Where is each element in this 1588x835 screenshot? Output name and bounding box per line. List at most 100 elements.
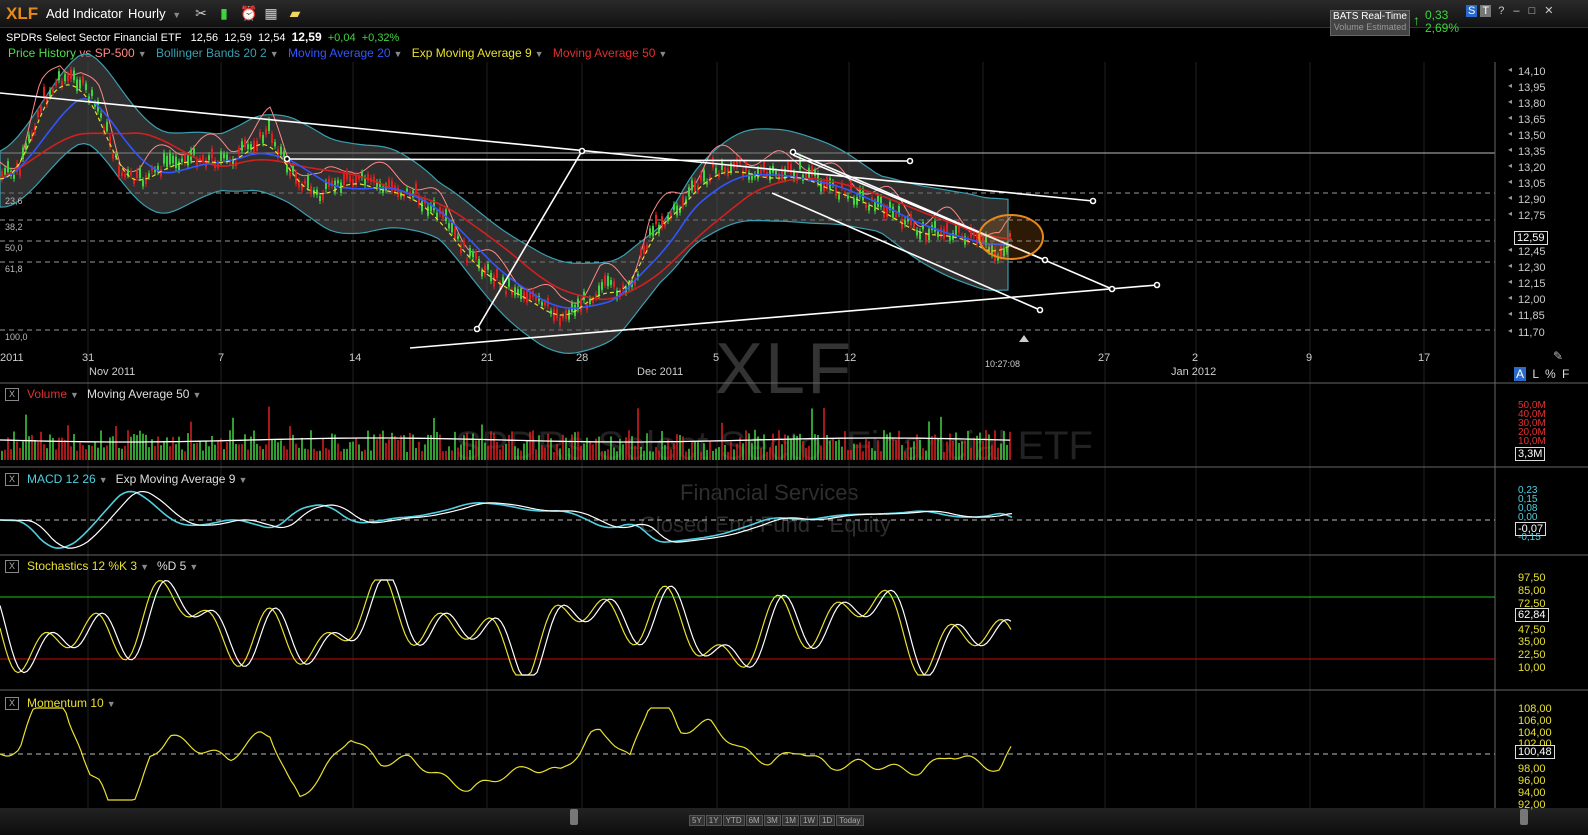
scroll-handle-right[interactable]	[1520, 809, 1528, 825]
chevron-down-icon[interactable]: ▼	[192, 390, 202, 400]
price-candle	[331, 180, 333, 187]
price-candle	[157, 165, 159, 173]
symbol-label[interactable]: XLF	[6, 4, 39, 23]
close-panel-icon[interactable]: X	[5, 388, 19, 402]
price-candle	[889, 201, 891, 211]
scroll-handle-left[interactable]	[570, 809, 578, 825]
date-tick: 12	[844, 352, 857, 364]
range-button-3m[interactable]: 3M	[763, 815, 781, 826]
add-indicator-button[interactable]: Add Indicator	[46, 6, 123, 21]
price-candle	[58, 71, 60, 81]
price-candle	[1006, 244, 1008, 252]
legend-ema9[interactable]: Exp Moving Average 9 ▼	[412, 46, 544, 60]
price-candle	[499, 283, 501, 290]
alarm-clock-icon[interactable]: ⏰	[240, 5, 258, 21]
range-button-1w[interactable]: 1W	[799, 815, 818, 826]
range-button-1y[interactable]: 1Y	[705, 815, 722, 826]
scale-auto-button[interactable]: A	[1514, 367, 1527, 381]
close-panel-icon[interactable]: X	[5, 697, 19, 711]
price-candle	[262, 135, 264, 144]
close-button[interactable]: ✕	[1544, 5, 1554, 17]
range-button-today[interactable]: Today	[836, 815, 864, 826]
realtime-title: BATS Real-Time	[1333, 11, 1407, 22]
price-candle	[544, 301, 546, 306]
volume-ma-label: Moving Average 50	[86, 387, 190, 401]
price-candle	[604, 275, 606, 286]
bar-chart-icon[interactable]: ▮	[220, 5, 228, 21]
price-candle	[397, 187, 399, 197]
price-candle	[232, 159, 234, 167]
maximize-button[interactable]: □	[1528, 5, 1536, 17]
legend-ma20[interactable]: Moving Average 20 ▼	[288, 46, 402, 60]
tools-icon[interactable]: ✂	[195, 5, 207, 21]
close-panel-icon[interactable]: X	[5, 473, 19, 487]
window-buttons: S T ? – □ ✕	[1466, 4, 1554, 17]
share-button[interactable]: S	[1466, 5, 1478, 17]
trade-button[interactable]: T	[1480, 5, 1492, 17]
scale-log-button[interactable]: L	[1532, 367, 1539, 381]
trend-lines	[0, 92, 1161, 349]
legend-bollinger[interactable]: Bollinger Bands 20 2 ▼	[156, 46, 279, 60]
price-candle	[238, 147, 240, 155]
chevron-down-icon[interactable]: ▼	[70, 390, 79, 400]
price-candle	[169, 152, 171, 165]
date-tick: 31	[82, 352, 95, 364]
stoch-tick: 10,00	[1518, 662, 1546, 674]
price-candle	[811, 166, 813, 176]
price-candle	[274, 142, 276, 147]
chevron-down-icon[interactable]: ▼	[238, 475, 248, 485]
momentum-tick: 92,00	[1518, 799, 1546, 811]
price-candle	[928, 228, 930, 240]
pencil-icon[interactable]: ✎	[1553, 349, 1564, 363]
price-candle	[343, 173, 345, 185]
price-candle	[466, 259, 468, 263]
volume-ma-line	[0, 437, 1011, 443]
price-candle	[175, 156, 177, 169]
interval-select[interactable]: Hourly ▼	[128, 6, 181, 21]
tick-arrow-icon: ◂	[1508, 81, 1513, 90]
calendar-icon[interactable]: ▦	[264, 5, 278, 21]
range-button-1d[interactable]: 1D	[818, 815, 836, 826]
chevron-down-icon[interactable]: ▼	[189, 562, 199, 572]
minimize-button[interactable]: –	[1513, 5, 1520, 17]
scale-percent-button[interactable]: %	[1544, 367, 1556, 381]
date-tick: 14	[349, 352, 362, 364]
chevron-down-icon[interactable]: ▼	[106, 699, 116, 709]
price-candle	[481, 270, 483, 277]
range-button-ytd[interactable]: YTD	[722, 815, 745, 826]
range-button-1m[interactable]: 1M	[781, 815, 799, 826]
price-candle	[61, 80, 63, 87]
legend-ma50[interactable]: Moving Average 50 ▼	[553, 46, 667, 60]
quote-row: SPDRs Select Sector Financial ETF 12,56 …	[6, 30, 399, 44]
date-tick: Dec 2011	[637, 366, 684, 378]
momentum-tick: 106,00	[1518, 715, 1552, 727]
range-button-5y[interactable]: 5Y	[689, 815, 705, 826]
price-candle	[226, 154, 228, 162]
price-candle	[4, 168, 6, 176]
price-candle	[109, 136, 111, 148]
chevron-down-icon[interactable]: ▼	[98, 475, 108, 485]
price-candle	[1000, 246, 1002, 258]
help-button[interactable]: ?	[1498, 5, 1505, 17]
price-candle	[673, 204, 675, 210]
momentum-title: Momentum 10	[27, 696, 104, 710]
price-candle	[757, 169, 759, 179]
chevron-down-icon: ▼	[172, 10, 182, 20]
price-candle	[664, 222, 666, 227]
range-button-6m[interactable]: 6M	[745, 815, 763, 826]
price-candle	[298, 180, 300, 188]
chevron-down-icon[interactable]: ▼	[140, 562, 149, 572]
legend-price-label: Price History	[8, 46, 77, 60]
notes-icon[interactable]: ▰	[289, 5, 301, 21]
realtime-badge[interactable]: BATS Real-Time Volume Estimated	[1330, 10, 1410, 36]
price-candle	[469, 248, 471, 257]
volume-bars	[1, 406, 1011, 460]
tick-arrow-icon: ◂	[1508, 326, 1513, 335]
price-tick: 11,85	[1518, 310, 1545, 322]
price-candle	[874, 201, 876, 212]
price-candle	[925, 234, 927, 242]
price-candle	[508, 276, 510, 287]
close-panel-icon[interactable]: X	[5, 560, 19, 574]
scale-fit-button[interactable]: F	[1561, 367, 1570, 381]
